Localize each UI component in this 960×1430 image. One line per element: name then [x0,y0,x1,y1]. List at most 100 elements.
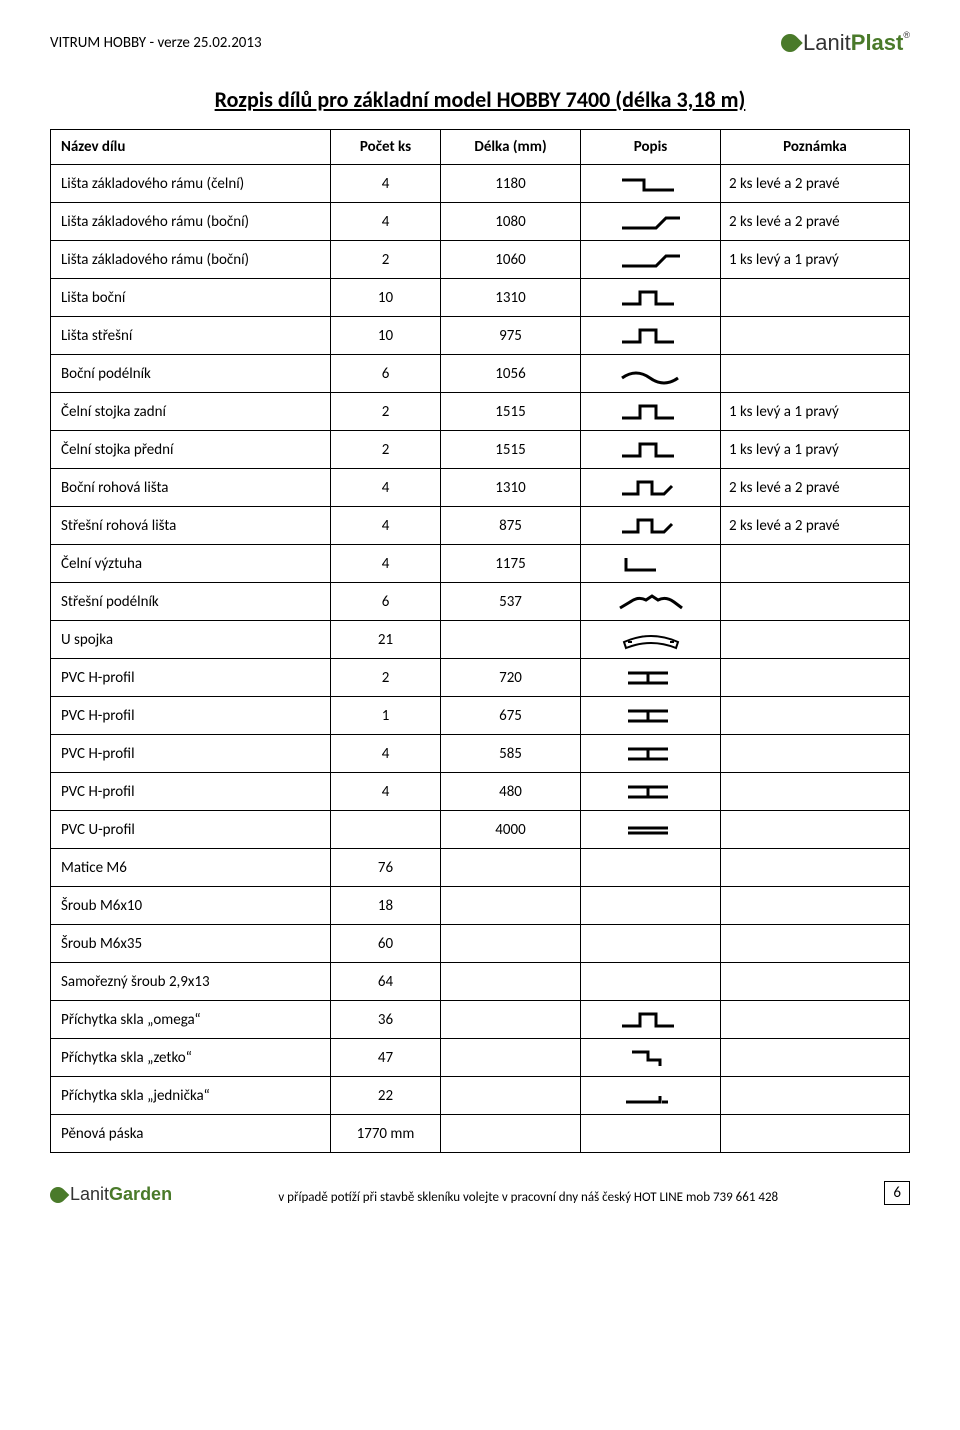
cell-name: Šroub M6x35 [51,925,331,963]
table-row: Lišta boční101310 [51,279,910,317]
cell-pozn [721,317,910,355]
cell-name: Matice M6 [51,849,331,887]
cell-pocet: 2 [331,431,441,469]
cell-pocet: 18 [331,887,441,925]
cell-popis-icon [581,1001,721,1039]
cell-popis-icon [581,811,721,849]
table-header-row: Název dílu Počet ks Délka (mm) Popis Poz… [51,130,910,165]
cell-pozn [721,621,910,659]
cell-pocet: 10 [331,317,441,355]
col-nazev: Název dílu [51,130,331,165]
table-row: Samořezný šroub 2,9x1364 [51,963,910,1001]
cell-delka: 975 [441,317,581,355]
cell-name: Boční podélník [51,355,331,393]
page-header: VITRUM HOBBY - verze 25.02.2013 LanitPla… [50,30,910,56]
cell-name: PVC H-profil [51,697,331,735]
cell-pozn: 2 ks levé a 2 pravé [721,469,910,507]
cell-popis-icon [581,697,721,735]
cell-name: Čelní stojka zadní [51,393,331,431]
cell-popis-icon [581,659,721,697]
cell-pozn [721,925,910,963]
cell-name: Boční rohová lišta [51,469,331,507]
table-row: Čelní stojka zadní215151 ks levý a 1 pra… [51,393,910,431]
cell-popis-icon [581,545,721,583]
cell-pocet: 47 [331,1039,441,1077]
cell-name: Příchytka skla „jednička“ [51,1077,331,1115]
cell-delka: 720 [441,659,581,697]
logo-lanitplast: LanitPlast® [781,30,910,56]
cell-pocet: 4 [331,469,441,507]
cell-pozn [721,355,910,393]
cell-name: Čelní výztuha [51,545,331,583]
cell-popis-icon [581,887,721,925]
table-row: PVC U-profil4000 [51,811,910,849]
cell-pocet: 4 [331,203,441,241]
table-row: Boční podélník61056 [51,355,910,393]
cell-pocet: 1 [331,697,441,735]
col-delka: Délka (mm) [441,130,581,165]
cell-pozn [721,545,910,583]
doc-version: VITRUM HOBBY - verze 25.02.2013 [50,34,262,52]
cell-pozn [721,659,910,697]
cell-name: U spojka [51,621,331,659]
table-row: Lišta střešní10975 [51,317,910,355]
cell-pozn [721,887,910,925]
cell-delka [441,1115,581,1153]
cell-pocet: 6 [331,583,441,621]
cell-delka [441,887,581,925]
table-row: Čelní výztuha41175 [51,545,910,583]
cell-delka: 585 [441,735,581,773]
table-row: PVC H-profil4480 [51,773,910,811]
cell-pozn [721,735,910,773]
cell-delka: 1180 [441,165,581,203]
cell-name: Samořezný šroub 2,9x13 [51,963,331,1001]
cell-delka: 1515 [441,431,581,469]
cell-delka [441,1001,581,1039]
table-row: Šroub M6x3560 [51,925,910,963]
cell-pozn [721,963,910,1001]
page-title: Rozpis dílů pro základní model HOBBY 740… [50,86,910,113]
col-popis: Popis [581,130,721,165]
cell-name: Střešní podélník [51,583,331,621]
cell-pozn [721,773,910,811]
cell-pozn [721,1077,910,1115]
leaf-icon [777,30,802,55]
logo-lanitgarden: LanitGarden [50,1184,172,1205]
cell-popis-icon [581,393,721,431]
cell-pozn: 1 ks levý a 1 pravý [721,241,910,279]
cell-delka: 875 [441,507,581,545]
cell-popis-icon [581,1115,721,1153]
cell-delka [441,925,581,963]
table-row: PVC H-profil4585 [51,735,910,773]
cell-name: Šroub M6x10 [51,887,331,925]
cell-popis-icon [581,279,721,317]
cell-pozn [721,279,910,317]
cell-pocet: 2 [331,241,441,279]
table-row: Matice M676 [51,849,910,887]
cell-pocet: 10 [331,279,441,317]
cell-name: Příchytka skla „omega“ [51,1001,331,1039]
cell-pozn [721,849,910,887]
cell-pocet: 76 [331,849,441,887]
cell-delka: 1310 [441,279,581,317]
cell-delka: 4000 [441,811,581,849]
cell-name: PVC H-profil [51,773,331,811]
col-pocet: Počet ks [331,130,441,165]
cell-delka [441,621,581,659]
cell-popis-icon [581,469,721,507]
cell-popis-icon [581,849,721,887]
col-pozn: Poznámka [721,130,910,165]
cell-popis-icon [581,165,721,203]
cell-popis-icon [581,963,721,1001]
cell-popis-icon [581,317,721,355]
cell-delka: 1310 [441,469,581,507]
table-row: Příchytka skla „omega“36 [51,1001,910,1039]
page-footer: LanitGarden v případě potíží při stavbě … [50,1181,910,1205]
cell-delka [441,1077,581,1115]
cell-pocet: 21 [331,621,441,659]
cell-pocet: 64 [331,963,441,1001]
cell-delka: 537 [441,583,581,621]
cell-pozn [721,1001,910,1039]
cell-pozn [721,1039,910,1077]
cell-pocet: 6 [331,355,441,393]
